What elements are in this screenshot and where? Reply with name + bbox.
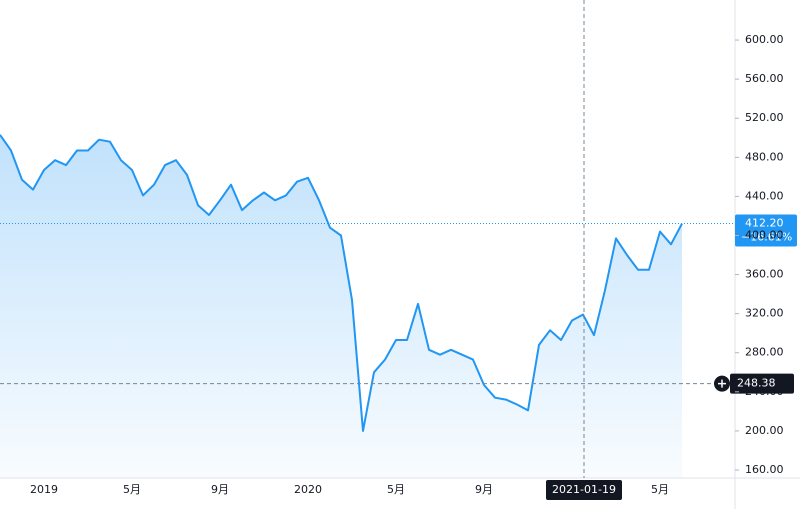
x-tick-label: 2020: [294, 483, 322, 496]
y-tick-label: 240.00: [745, 385, 784, 398]
x-tick-label: 9月: [211, 483, 229, 496]
y-tick-label: 320.00: [745, 307, 784, 320]
crosshair-price-label: 248.38: [737, 377, 776, 390]
x-tick-label: 2019: [30, 483, 58, 496]
y-tick-label: 280.00: [745, 346, 784, 359]
last-price-badge: [735, 214, 797, 247]
add-alert-plus: [718, 379, 726, 388]
crosshair-price-badge: [730, 373, 794, 394]
x-tick-label: 5月: [387, 483, 405, 496]
y-tick-label: 560.00: [745, 72, 784, 85]
x-tick-label: 5月: [651, 483, 669, 496]
y-tick-label: 520.00: [745, 111, 784, 124]
x-tick-label: 5月: [123, 483, 141, 496]
area-fill: [0, 134, 682, 479]
y-tick-label: 360.00: [745, 268, 784, 281]
price-line: [0, 134, 683, 432]
y-tick-label: 480.00: [745, 150, 784, 163]
last-price-label: 412.20: [745, 217, 784, 230]
y-tick-label: 440.00: [745, 189, 784, 202]
crosshair-date-badge: [546, 480, 622, 500]
plot-area: [0, 134, 683, 479]
x-tick-label: 9月: [475, 483, 493, 496]
overlay: 412.20−16.61% 248.38 2021-01-19: [0, 0, 797, 500]
y-tick-label: 160.00: [745, 463, 784, 476]
y-tick-label: 600.00: [745, 33, 784, 46]
y-tick-label: 200.00: [745, 424, 784, 437]
y-tick-label: 400.00: [745, 228, 784, 241]
change-label: −16.61%: [741, 231, 792, 244]
crosshair-date-label: 2021-01-19: [552, 483, 616, 496]
